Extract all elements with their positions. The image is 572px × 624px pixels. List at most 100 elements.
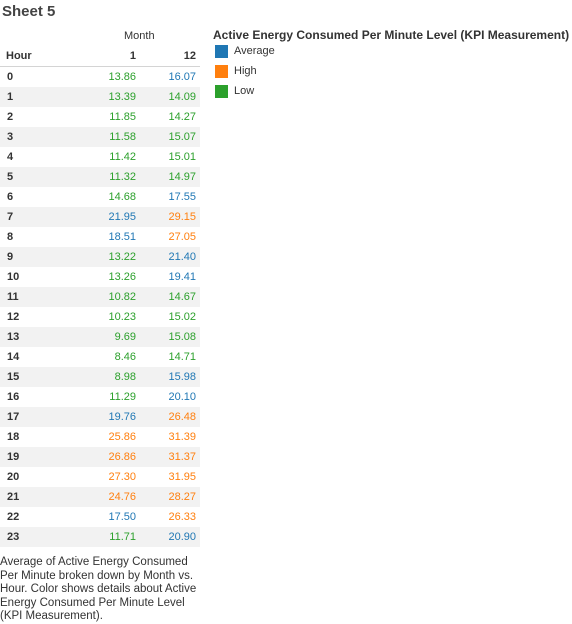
- row-label-hour: 22: [7, 511, 20, 523]
- cell-value-month-12: 31.39: [168, 431, 196, 443]
- cell-value-month-12: 15.01: [168, 151, 196, 163]
- table-row: 11 10.82 14.67: [0, 287, 200, 307]
- cell-value-month-12: 21.40: [168, 251, 196, 263]
- row-label-hour: 15: [7, 371, 20, 383]
- row-label-hour: 14: [7, 351, 20, 363]
- cell-value-month-1: 13.86: [108, 71, 136, 83]
- table-row: 5 11.32 14.97: [0, 167, 200, 187]
- row-label-hour: 7: [7, 211, 14, 223]
- cell-value-month-12: 28.27: [168, 491, 196, 503]
- table-row: 1 13.39 14.09: [0, 87, 200, 107]
- cell-value-month-12: 14.67: [168, 291, 196, 303]
- legend-label: High: [234, 65, 257, 77]
- legend-title: Active Energy Consumed Per Minute Level …: [213, 28, 570, 42]
- column-header-month-1: 1: [129, 50, 136, 62]
- cell-value-month-1: 10.82: [108, 291, 136, 303]
- row-label-hour: 0: [7, 71, 14, 83]
- row-label-hour: 2: [7, 111, 14, 123]
- cell-value-month-1: 8.98: [114, 371, 136, 383]
- column-header-month-12: 12: [183, 50, 196, 62]
- row-label-hour: 9: [7, 251, 14, 263]
- cell-value-month-12: 15.08: [168, 331, 196, 343]
- table-row: 23 11.71 20.90: [0, 527, 200, 547]
- cell-value-month-1: 11.42: [109, 151, 136, 163]
- table-body: 0 13.86 16.07 1 13.39 14.09 2 11.85 14.27 3 11.58 1…: [0, 67, 200, 547]
- table-row: 16 11.29 20.10: [0, 387, 200, 407]
- table-row: 18 25.86 31.39: [0, 427, 200, 447]
- table-row: 13 9.69 15.08: [0, 327, 200, 347]
- row-label-hour: 20: [7, 471, 20, 483]
- cell-value-month-1: 18.51: [108, 231, 136, 243]
- cell-value-month-1: 13.26: [108, 271, 136, 283]
- cell-value-month-12: 26.48: [168, 411, 196, 423]
- cell-value-month-1: 27.30: [108, 471, 136, 483]
- legend-label: Average: [234, 45, 275, 57]
- row-label-hour: 3: [7, 131, 14, 143]
- cell-value-month-1: 11.58: [109, 131, 136, 143]
- table-row: 0 13.86 16.07: [0, 67, 200, 87]
- table-row: 12 10.23 15.02: [0, 307, 200, 327]
- cell-value-month-1: 11.32: [109, 171, 136, 183]
- cell-value-month-12: 26.33: [168, 511, 196, 523]
- cell-value-month-12: 15.07: [168, 131, 196, 143]
- cell-value-month-1: 25.86: [108, 431, 136, 443]
- cell-value-month-12: 15.98: [168, 371, 196, 383]
- chart-caption: Average of Active Energy Consumed Per Mi…: [0, 556, 197, 622]
- cell-value-month-12: 15.02: [168, 311, 196, 323]
- table-row: 19 26.86 31.37: [0, 447, 200, 467]
- header-row: Hour 1 12: [0, 48, 200, 67]
- cell-value-month-12: 14.09: [168, 91, 196, 103]
- row-label-hour: 10: [7, 271, 20, 283]
- cell-value-month-12: 14.97: [168, 171, 196, 183]
- cell-value-month-12: 14.27: [168, 111, 196, 123]
- row-label-hour: 16: [7, 391, 20, 403]
- cell-value-month-1: 14.68: [108, 191, 136, 203]
- legend-item-average[interactable]: Average: [215, 44, 569, 64]
- table-row: 7 21.95 29.15: [0, 207, 200, 227]
- legend-swatch: [215, 85, 228, 98]
- cell-value-month-12: 31.37: [168, 451, 196, 463]
- table-row: 9 13.22 21.40: [0, 247, 200, 267]
- cell-value-month-12: 31.95: [168, 471, 196, 483]
- cell-value-month-12: 20.10: [168, 391, 196, 403]
- table-row: 3 11.58 15.07: [0, 127, 200, 147]
- table-row: 20 27.30 31.95: [0, 467, 200, 487]
- cell-value-month-12: 27.05: [168, 231, 196, 243]
- table-row: 8 18.51 27.05: [0, 227, 200, 247]
- cell-value-month-1: 19.76: [108, 411, 136, 423]
- legend-swatch: [215, 65, 228, 78]
- legend-item-low[interactable]: Low: [215, 84, 569, 104]
- row-label-hour: 5: [7, 171, 14, 183]
- legend: Active Energy Consumed Per Minute Level …: [213, 28, 569, 104]
- cell-value-month-1: 8.46: [114, 351, 136, 363]
- row-label-hour: 13: [7, 331, 20, 343]
- row-label-hour: 4: [7, 151, 14, 163]
- cell-value-month-1: 9.69: [114, 331, 136, 343]
- cell-value-month-1: 11.85: [109, 111, 136, 123]
- column-header-title: Month: [124, 30, 155, 42]
- row-label-hour: 11: [7, 291, 19, 303]
- cell-value-month-12: 29.15: [168, 211, 196, 223]
- cell-value-month-1: 13.22: [108, 251, 136, 263]
- table-row: 21 24.76 28.27: [0, 487, 200, 507]
- cell-value-month-12: 17.55: [168, 191, 196, 203]
- row-label-hour: 21: [7, 491, 20, 503]
- row-label-hour: 8: [7, 231, 14, 243]
- row-label-hour: 23: [7, 531, 20, 543]
- table-row: 22 17.50 26.33: [0, 507, 200, 527]
- cell-value-month-1: 17.50: [108, 511, 136, 523]
- legend-item-high[interactable]: High: [215, 64, 569, 84]
- legend-label: Low: [234, 85, 255, 97]
- cell-value-month-1: 13.39: [108, 91, 136, 103]
- cell-value-month-1: 26.86: [108, 451, 136, 463]
- table-row: 10 13.26 19.41: [0, 267, 200, 287]
- cell-value-month-12: 16.07: [168, 71, 196, 83]
- table-row: 17 19.76 26.48: [0, 407, 200, 427]
- table-row: 2 11.85 14.27: [0, 107, 200, 127]
- row-label-hour: 1: [7, 91, 14, 103]
- cell-value-month-1: 11.29: [109, 391, 136, 403]
- legend-items: Average High Low: [213, 44, 569, 104]
- cell-value-month-12: 14.71: [168, 351, 196, 363]
- legend-swatch: [215, 45, 228, 58]
- sheet-title: Sheet 5: [2, 3, 56, 20]
